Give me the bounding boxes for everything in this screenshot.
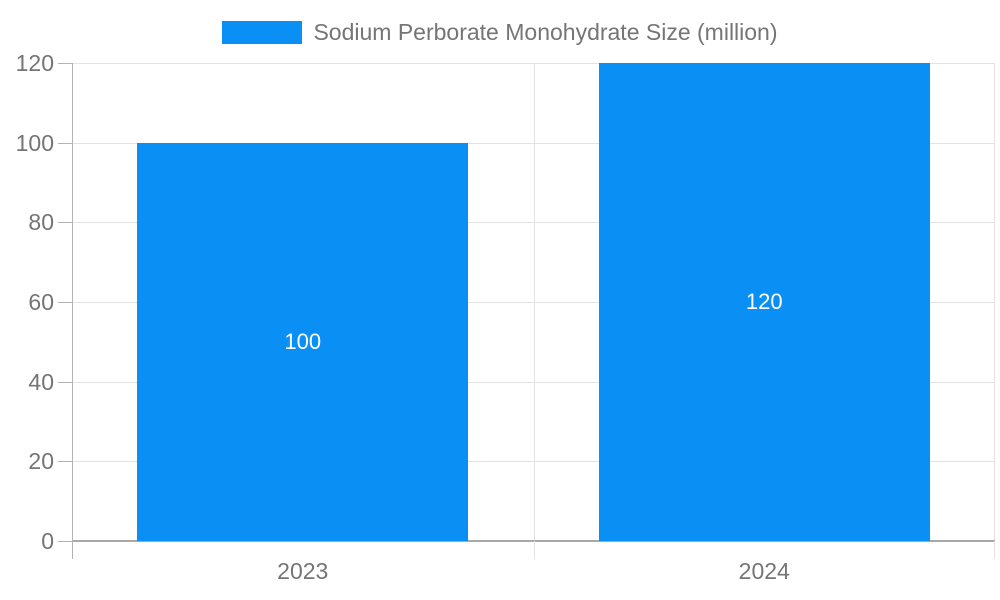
x-axis-label: 2024 bbox=[738, 558, 790, 584]
y-tick-mark bbox=[58, 461, 72, 463]
y-axis-label: 40 bbox=[28, 368, 54, 395]
y-tick-mark bbox=[58, 142, 72, 144]
chart-legend[interactable]: Sodium Perborate Monohydrate Size (milli… bbox=[0, 18, 1000, 46]
gridline-vertical bbox=[533, 63, 535, 541]
y-axis-label: 100 bbox=[15, 129, 54, 156]
y-tick-mark bbox=[58, 541, 72, 542]
y-axis-label: 20 bbox=[28, 448, 54, 475]
y-tick-mark bbox=[58, 222, 72, 224]
y-axis-label: 80 bbox=[28, 209, 54, 236]
y-axis-label: 60 bbox=[28, 289, 54, 315]
bar-value-label: 100 bbox=[284, 328, 322, 354]
x-axis-label: 2023 bbox=[277, 558, 329, 584]
y-axis-label: 0 bbox=[41, 528, 54, 554]
y-tick-mark bbox=[58, 381, 72, 383]
y-tick-mark bbox=[58, 302, 72, 303]
y-axis-label: 120 bbox=[15, 50, 54, 76]
bar-value-label: 120 bbox=[745, 289, 783, 314]
legend-swatch bbox=[222, 20, 303, 44]
legend-label: Sodium Perborate Monohydrate Size (milli… bbox=[313, 19, 778, 45]
x-tick-mark bbox=[72, 541, 73, 559]
y-axis-line bbox=[72, 63, 73, 541]
y-tick-mark bbox=[58, 63, 72, 64]
x-tick-mark bbox=[533, 541, 535, 559]
x-tick-mark bbox=[994, 541, 995, 559]
bar-2023[interactable]: 100 bbox=[137, 142, 469, 541]
bar-2024[interactable]: 120 bbox=[598, 63, 930, 541]
plot-area: 100 120 bbox=[72, 63, 995, 542]
gridline-vertical bbox=[994, 63, 995, 541]
